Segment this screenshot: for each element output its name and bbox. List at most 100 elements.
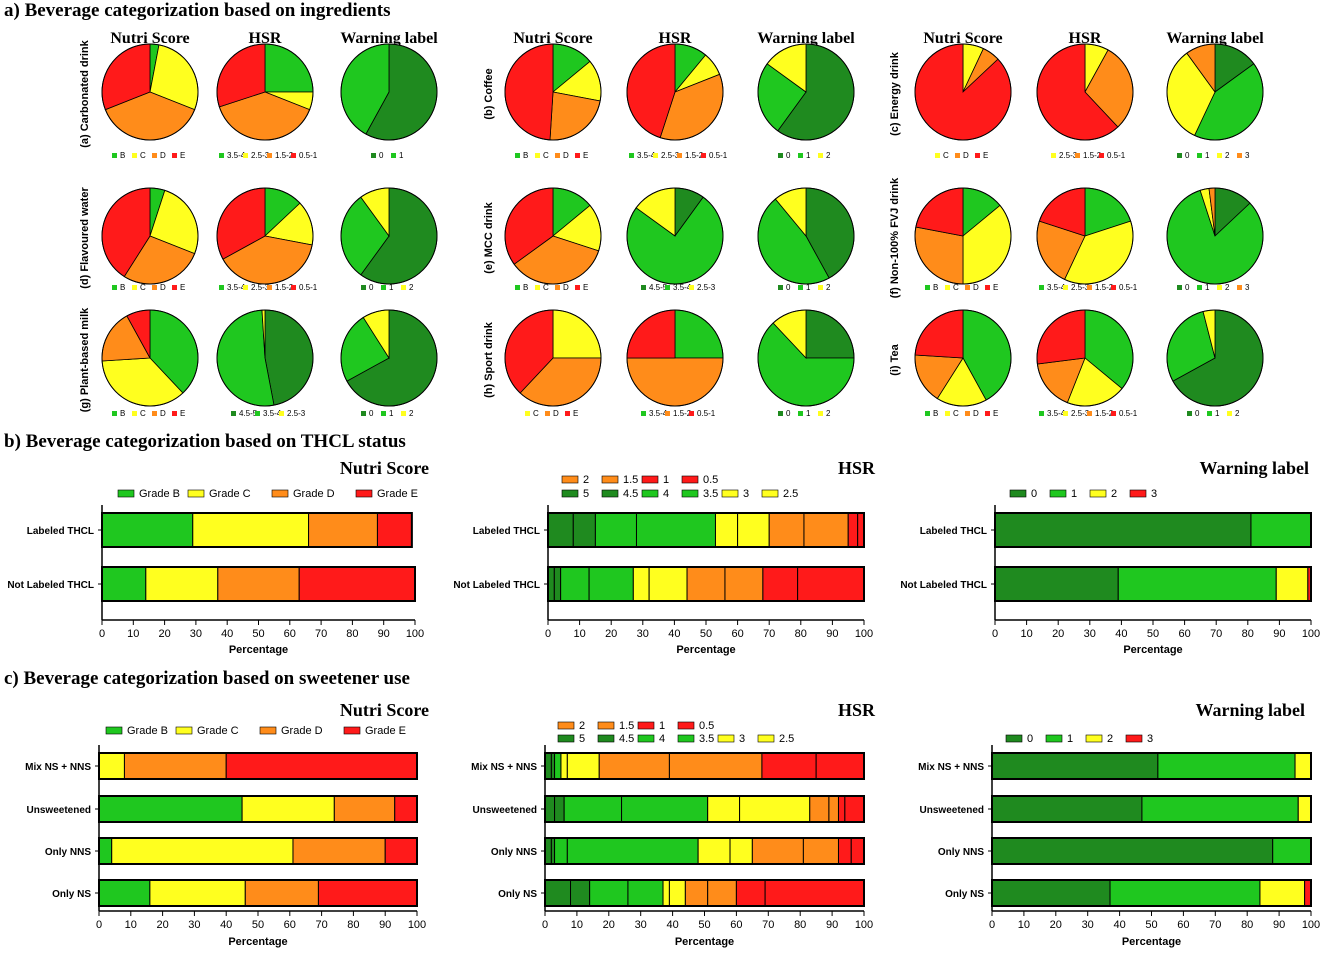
legend-label: D: [160, 283, 166, 292]
x-tick-label: 40: [666, 919, 678, 931]
pie-legend: 0 1 2: [361, 409, 414, 418]
pie-group: (h) Sport drink C D E 3.5-4 1.5-2 0.5-1 0 1 2: [483, 309, 855, 418]
legend-label: 1: [1215, 409, 1220, 418]
pie-legend: 0 1 2: [778, 151, 831, 160]
category-label: Only NS: [945, 889, 984, 900]
legend-label: 1: [389, 409, 394, 418]
legend-label: 2.5: [783, 488, 798, 500]
pie-slice: [914, 309, 964, 359]
pie-outline: [101, 309, 199, 407]
legend-label: 2: [826, 409, 831, 418]
legend-label: 3.5-4: [1047, 409, 1066, 418]
legend-label: 2.5-3: [251, 283, 270, 292]
pie-outline: [216, 309, 314, 407]
bar-segment: [684, 879, 709, 907]
bar-segment: [632, 566, 650, 602]
x-tick-label: 50: [698, 919, 710, 931]
pie-group-label: (h) Sport drink: [483, 321, 495, 398]
pie-chart: 3.5-4 2.5-3 1.5-2 0.5-1: [216, 43, 318, 160]
x-tick-label: 50: [1145, 919, 1157, 931]
legend-swatch: [561, 475, 579, 484]
legend-label: 2.5-3: [1059, 151, 1078, 160]
legend-swatch: [641, 285, 646, 290]
legend-label: 3: [1147, 733, 1153, 745]
legend-swatch: [132, 411, 137, 416]
bar-segment: [544, 795, 556, 823]
x-tick-label: 60: [1177, 919, 1189, 931]
bar-segment: [594, 512, 637, 548]
legend-label: B: [523, 283, 528, 292]
legend-swatch: [172, 153, 177, 158]
pie-outline: [757, 43, 855, 141]
legend-label: 0.5-1: [1119, 409, 1138, 418]
pie-group-label: (f) Non-100% FVJ drink: [889, 177, 901, 298]
legend-label: 3: [1245, 151, 1250, 160]
legend-swatch: [355, 489, 373, 498]
bar-segment: [686, 566, 726, 602]
legend-label: Grade E: [365, 725, 406, 737]
bar-segment: [101, 512, 194, 548]
bar-segment: [621, 795, 709, 823]
legend-label: E: [993, 283, 998, 292]
legend-label: 1.5: [623, 474, 638, 486]
pie-legend: 3.5-4 1.5-2 0.5-1: [641, 409, 716, 418]
pie-group: (a) Carbonated drink B C D E 3.5-4 2.5-3 1.5-2 0…: [79, 39, 438, 160]
legend-label: D: [563, 151, 569, 160]
legend-label: E: [993, 409, 998, 418]
bar-segment: [762, 566, 799, 602]
legend-swatch: [925, 285, 930, 290]
bar-segment: [697, 837, 731, 865]
legend-swatch: [267, 285, 272, 290]
bar-segment: [570, 879, 591, 907]
pie-outline: [1036, 43, 1134, 141]
legend-label: 1: [1067, 733, 1073, 745]
bar-segment: [828, 795, 839, 823]
legend-swatch: [1089, 489, 1107, 498]
bar-segment: [764, 879, 865, 907]
pie-slice: [674, 309, 724, 359]
legend-label: B: [523, 151, 528, 160]
legend-label: 0: [786, 151, 791, 160]
pie-slice: [626, 309, 676, 359]
bar-segment: [244, 879, 319, 907]
legend-swatch: [291, 285, 296, 290]
legend-label: 0: [1185, 283, 1190, 292]
legend-swatch: [955, 153, 960, 158]
legend-label: E: [983, 151, 988, 160]
legend-swatch: [665, 285, 670, 290]
legend-label: 5: [583, 488, 589, 500]
bar-segment: [648, 566, 688, 602]
x-tick-label: 90: [826, 628, 838, 640]
legend-label: E: [583, 283, 588, 292]
legend-label: 2: [1111, 488, 1117, 500]
category-label: Mix NS + NNS: [918, 762, 984, 773]
category-label: Unsweetened: [27, 805, 91, 816]
x-tick-label: 10: [125, 919, 137, 931]
legend-swatch: [677, 734, 695, 743]
legend-swatch: [575, 285, 580, 290]
x-tick-label: 60: [731, 628, 743, 640]
legend-swatch: [1009, 489, 1027, 498]
legend-swatch: [985, 411, 990, 416]
legend-label: D: [973, 409, 979, 418]
bar-chart: Warning label 0 1 2 3 Mix NS + NNS Unsweetened…: [918, 700, 1320, 948]
x-tick-label: 40: [668, 628, 680, 640]
pie-legend: 3.5-4 2.5-3 1.5-2 0.5-1: [629, 151, 728, 160]
x-tick-label: 60: [284, 919, 296, 931]
legend-label: 0: [1195, 409, 1200, 418]
bar-segment: [737, 512, 770, 548]
pie-chart: B C D E: [101, 309, 199, 418]
pie-group-label: (g) Plant-based milk: [79, 307, 91, 412]
x-tick-label: 40: [1113, 919, 1125, 931]
x-tick-label: 80: [1242, 628, 1254, 640]
legend-label: 1: [663, 474, 669, 486]
bar-segment: [724, 566, 764, 602]
legend-swatch: [701, 153, 706, 158]
legend-label: B: [120, 283, 125, 292]
chart-title: Warning label: [1195, 700, 1305, 720]
x-tick-label: 30: [1084, 628, 1096, 640]
legend-swatch: [219, 285, 224, 290]
legend-swatch: [1087, 411, 1092, 416]
pie-chart: 0 1 2: [1166, 309, 1264, 418]
